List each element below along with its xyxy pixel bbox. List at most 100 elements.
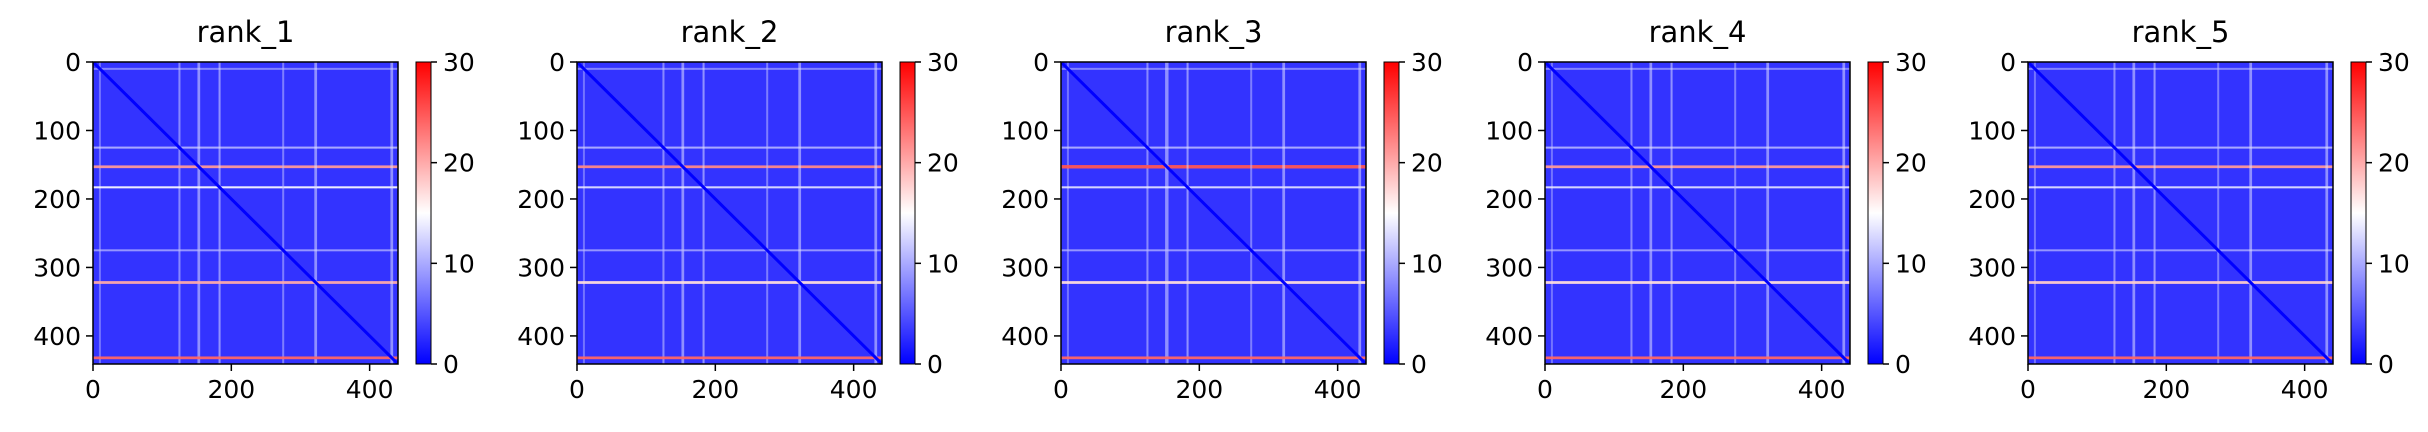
colorbar-tick-label: 10 <box>1411 249 1443 278</box>
y-tick-label: 300 <box>517 253 565 282</box>
y-tick-label: 300 <box>1968 253 2016 282</box>
heatmap-col-band <box>1734 62 1737 364</box>
heatmap-row-band <box>2028 281 2333 284</box>
heatmap-col-band <box>390 62 394 364</box>
heatmap-row-band <box>577 281 882 284</box>
heatmap-diagonal <box>1545 62 1850 364</box>
x-tick-label: 400 <box>346 375 394 404</box>
heatmap-row-band <box>1061 186 1366 189</box>
y-tick-label: 200 <box>517 185 565 214</box>
heatmap-diagonal <box>1061 62 1366 364</box>
heatmap-col-band <box>2325 62 2329 364</box>
heatmap-row-band <box>2028 249 2333 252</box>
colorbar-tick-label: 30 <box>927 48 959 77</box>
heatmap-field <box>93 62 398 364</box>
colorbar <box>899 61 916 365</box>
x-tick-label: 400 <box>2281 375 2329 404</box>
colorbar-tick-label: 20 <box>2378 149 2410 178</box>
heatmap-row-band <box>93 146 398 149</box>
heatmap-row-band <box>93 356 398 360</box>
y-tick-label: 0 <box>2000 48 2016 77</box>
y-tick-label: 300 <box>1485 253 1533 282</box>
x-tick-label: 0 <box>1537 375 1553 404</box>
heatmap-row-band <box>1545 186 1850 189</box>
colorbar-tick-label: 0 <box>2378 350 2394 379</box>
heatmap-row-band <box>577 249 882 252</box>
heatmap-col-band <box>2249 62 2253 364</box>
axes-frame <box>92 61 399 365</box>
heatmap-col-band <box>1842 62 1846 364</box>
heatmap-col-band <box>2153 62 2156 364</box>
x-tick-label: 200 <box>1659 375 1707 404</box>
x-tick-label: 0 <box>2020 375 2036 404</box>
heatmap-col-band <box>1250 62 1253 364</box>
colorbar <box>415 61 432 365</box>
colorbar-tick-label: 30 <box>443 48 475 77</box>
y-tick-label: 400 <box>1485 322 1533 351</box>
y-tick-label: 0 <box>549 48 565 77</box>
heatmap-col-band <box>766 62 769 364</box>
heatmap-col-band <box>2217 62 2220 364</box>
heatmap-row-band <box>1545 281 1850 284</box>
x-tick-label: 0 <box>85 375 101 404</box>
x-tick-label: 400 <box>1314 375 1362 404</box>
heatmap-diagonal <box>2028 62 2333 364</box>
heatmap-col-band <box>314 62 318 364</box>
heatmap-row-band <box>2028 146 2333 149</box>
colorbar-tick-label: 10 <box>2378 249 2410 278</box>
y-tick-label: 200 <box>1968 185 2016 214</box>
heatmap-col-band <box>218 62 221 364</box>
heatmap-col-band <box>1165 62 1169 364</box>
y-tick-label: 0 <box>1033 48 1049 77</box>
heatmap-row-band <box>1545 249 1850 252</box>
heatmap-row-band <box>2028 67 2333 70</box>
heatmap-row-band <box>577 67 882 70</box>
heatmap-row-band <box>2028 356 2333 360</box>
heatmap-field <box>2028 62 2333 364</box>
colorbar-tick-label: 30 <box>1895 48 1927 77</box>
colorbar <box>1867 61 1884 365</box>
heatmap-row-band <box>1061 146 1366 149</box>
heatmap-col-band <box>1066 62 1069 364</box>
panel-title: rank_5 <box>2132 15 2230 49</box>
y-tick-label: 0 <box>1517 48 1533 77</box>
heatmap-row-band <box>93 165 398 169</box>
colorbar-tick-label: 10 <box>443 249 475 278</box>
y-tick-label: 200 <box>1485 185 1533 214</box>
heatmap-row-band <box>1545 165 1850 169</box>
heatmap-col-band <box>98 62 101 364</box>
heatmap-col-band <box>681 62 685 364</box>
heatmap-col-band <box>702 62 705 364</box>
x-tick-label: 400 <box>830 375 878 404</box>
heatmap-row-band <box>577 146 882 149</box>
heatmap-col-band <box>1550 62 1553 364</box>
heatmap-col-band <box>282 62 285 364</box>
y-tick-label: 100 <box>1968 116 2016 145</box>
heatmap-field <box>577 62 882 364</box>
panel-title: rank_2 <box>681 15 779 49</box>
panel-title: rank_4 <box>1649 15 1747 49</box>
heatmap-row-band <box>1061 165 1366 169</box>
heatmap-diagonal <box>577 62 882 364</box>
heatmap-field <box>1545 62 1850 364</box>
axes-frame <box>1060 61 1367 365</box>
x-tick-label: 200 <box>2142 375 2190 404</box>
heatmap-col-band <box>662 62 665 364</box>
x-tick-label: 400 <box>1798 375 1846 404</box>
y-tick-label: 100 <box>33 116 81 145</box>
heatmap-col-band <box>1766 62 1770 364</box>
heatmap-col-band <box>1649 62 1653 364</box>
heatmap-col-band <box>1670 62 1673 364</box>
colorbar-tick-label: 30 <box>2378 48 2410 77</box>
colorbar-tick-label: 0 <box>1411 350 1427 379</box>
heatmap-row-band <box>577 165 882 169</box>
heatmap-col-band <box>582 62 585 364</box>
heatmap-row-band <box>1061 281 1366 284</box>
y-tick-label: 400 <box>33 322 81 351</box>
heatmap-col-band <box>178 62 181 364</box>
y-tick-label: 100 <box>1001 116 1049 145</box>
